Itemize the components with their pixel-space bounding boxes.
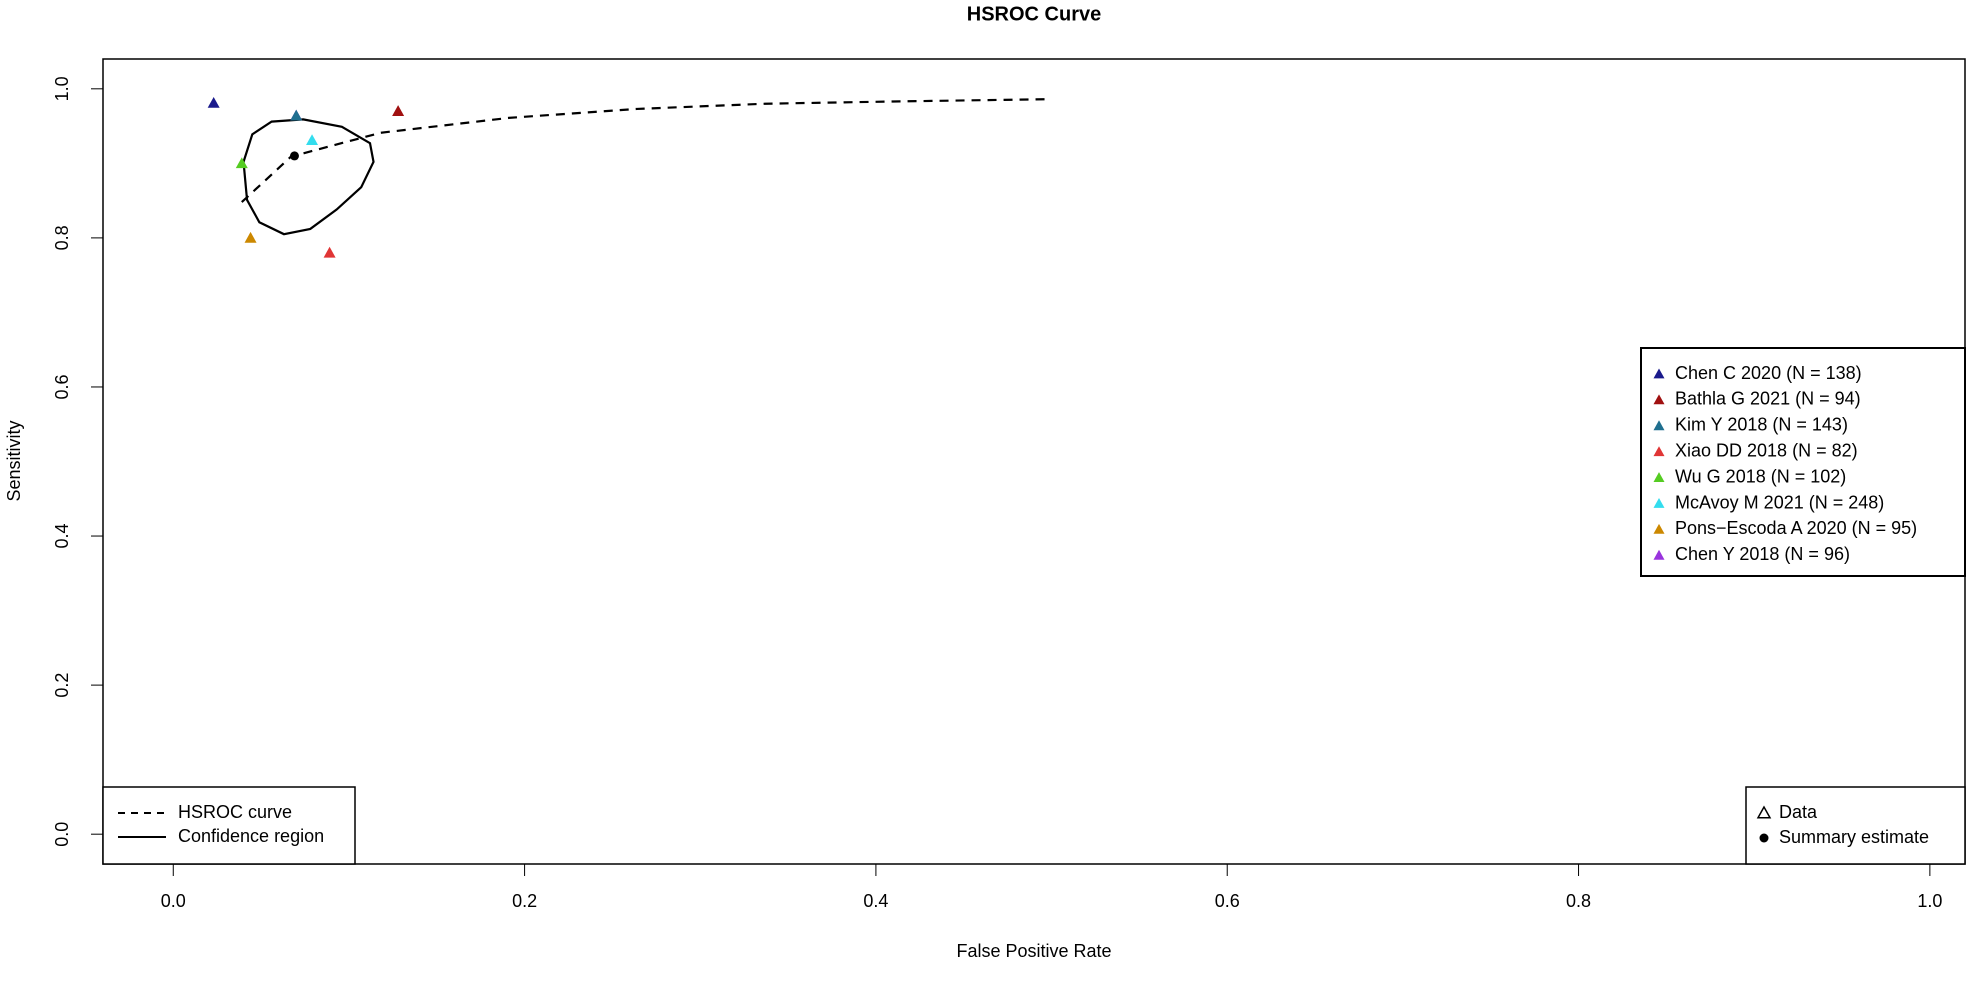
y-tick-label: 1.0 <box>52 76 72 101</box>
legend-marker <box>1653 368 1665 379</box>
legend-box <box>1640 347 1966 577</box>
study-point <box>290 109 303 121</box>
legend-marker <box>1653 498 1665 508</box>
legend-marker <box>1759 833 1769 843</box>
y-axis-label: Sensitivity <box>4 420 24 501</box>
legend-label: Data <box>1779 802 1818 822</box>
study-point <box>235 157 248 169</box>
legend-marker <box>1653 420 1665 431</box>
x-tick-label: 0.0 <box>161 891 186 911</box>
confidence-region <box>242 118 375 236</box>
legend-marker <box>1653 523 1665 534</box>
legend-marker <box>1653 446 1665 457</box>
legend-label: Bathla G 2021 (N = 94) <box>1675 389 1861 409</box>
x-tick-label: 0.8 <box>1566 891 1591 911</box>
x-tick-label: 1.0 <box>1917 891 1942 911</box>
hsroc-curve <box>241 98 1045 203</box>
legend-label: HSROC curve <box>178 802 292 822</box>
legend-marker <box>1756 805 1772 819</box>
legend-marker <box>1653 472 1665 482</box>
y-tick-label: 0.6 <box>52 374 72 399</box>
y-tick-label: 0.2 <box>52 673 72 698</box>
legend-label: Xiao DD 2018 (N = 82) <box>1675 440 1858 460</box>
study-point <box>306 134 319 146</box>
symbol-legend-box <box>1745 786 1966 865</box>
legend-label: Confidence region <box>178 826 324 846</box>
x-tick-label: 0.6 <box>1215 891 1240 911</box>
legend-label: Pons−Escoda A 2020 (N = 95) <box>1675 518 1917 538</box>
x-axis-label: False Positive Rate <box>956 941 1111 961</box>
summary-point <box>289 151 299 161</box>
legend-label: McAvoy M 2021 (N = 248) <box>1675 492 1884 512</box>
legend-label: Chen Y 2018 (N = 96) <box>1675 544 1850 564</box>
legend-marker <box>1653 549 1665 560</box>
legend-label: Chen C 2020 (N = 138) <box>1675 363 1862 383</box>
x-tick-label: 0.2 <box>512 891 537 911</box>
line-legend-box <box>102 786 356 865</box>
y-tick-label: 0.4 <box>52 524 72 549</box>
legend-label: Summary estimate <box>1779 827 1929 847</box>
legend-label: Kim Y 2018 (N = 143) <box>1675 415 1848 435</box>
chart-title: HSROC Curve <box>967 3 1101 25</box>
study-point <box>392 105 405 116</box>
study-point <box>323 246 336 258</box>
study-point <box>207 96 220 108</box>
y-tick-label: 0.0 <box>52 822 72 847</box>
legend-marker <box>1653 394 1665 405</box>
legend-label: Wu G 2018 (N = 102) <box>1675 466 1846 486</box>
study-point <box>244 231 257 243</box>
x-tick-label: 0.4 <box>863 891 888 911</box>
y-tick-label: 0.8 <box>52 225 72 250</box>
